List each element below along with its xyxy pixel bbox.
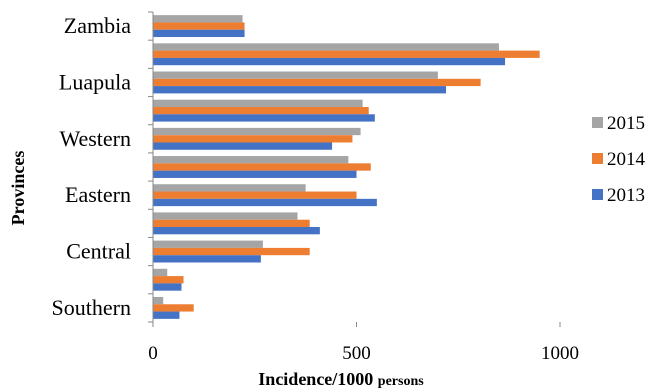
bar-2015-row5 — [153, 156, 349, 164]
y-axis-title: Provinces — [8, 151, 28, 226]
x-axis-title: Incidence/1000 persons — [258, 369, 424, 389]
bar-2013-Southern — [153, 311, 180, 319]
bar-2014-Eastern — [153, 191, 357, 199]
bar-2014-Zambia — [153, 22, 245, 30]
bar-2014-Western — [153, 135, 353, 143]
legend-label-2013: 2013 — [607, 185, 645, 206]
x-axis-title-suffix: persons — [378, 374, 424, 389]
bars-layer — [153, 15, 540, 319]
legend: 2015 2014 2013 — [592, 113, 646, 206]
bar-2014-Southern — [153, 304, 194, 312]
category-label-western: Western — [59, 126, 131, 151]
bar-2015-row3 — [153, 212, 298, 220]
bar-2015-Luapula — [153, 71, 438, 79]
bar-2015-Eastern — [153, 184, 306, 192]
bar-2013-Luapula — [153, 86, 447, 94]
bar-2015-Southern — [153, 296, 164, 305]
legend-swatch-2013 — [592, 189, 603, 200]
category-label-zambia: Zambia — [64, 13, 131, 38]
bar-2014-row3 — [153, 219, 310, 228]
bar-2013-row3 — [153, 227, 320, 235]
bar-2015-Central — [153, 240, 263, 248]
x-tick-label: 0 — [148, 343, 158, 364]
category-label-central: Central — [66, 239, 131, 264]
axes-layer — [148, 11, 561, 327]
bar-2015-Western — [153, 127, 361, 136]
bar-2015-row1 — [153, 268, 168, 277]
bar-2014-row9 — [153, 50, 540, 58]
category-label-luapula: Luapula — [59, 70, 131, 95]
x-axis-title-main: Incidence/1000 — [258, 369, 373, 389]
bar-2014-Central — [153, 247, 310, 256]
bar-2013-row9 — [153, 57, 506, 66]
bar-2014-Luapula — [153, 78, 481, 87]
bar-2014-row5 — [153, 163, 371, 171]
legend-swatch-2014 — [592, 153, 603, 164]
bar-2014-row1 — [153, 276, 184, 284]
x-tick-label: 500 — [342, 343, 371, 364]
bar-2015-row7 — [153, 99, 363, 107]
legend-label-2014: 2014 — [607, 149, 646, 170]
labels-layer: Southern Central Eastern Western Luapula Zamb… — [52, 13, 579, 364]
legend-label-2015: 2015 — [607, 113, 645, 134]
bar-2013-row7 — [153, 114, 375, 122]
legend-swatch-2015 — [592, 117, 603, 128]
bar-2013-Central — [153, 255, 261, 263]
x-tick-label: 1000 — [541, 343, 579, 364]
bar-2013-row5 — [153, 170, 357, 178]
bar-2015-row9 — [153, 43, 499, 51]
bar-2013-Western — [153, 142, 333, 150]
bar-2013-row1 — [153, 283, 182, 291]
bar-2015-Zambia — [153, 15, 243, 23]
bar-2014-row7 — [153, 106, 369, 115]
category-label-southern: Southern — [52, 295, 131, 320]
category-label-eastern: Eastern — [65, 182, 131, 207]
bar-2013-Zambia — [153, 29, 245, 38]
bar-2013-Eastern — [153, 198, 377, 207]
